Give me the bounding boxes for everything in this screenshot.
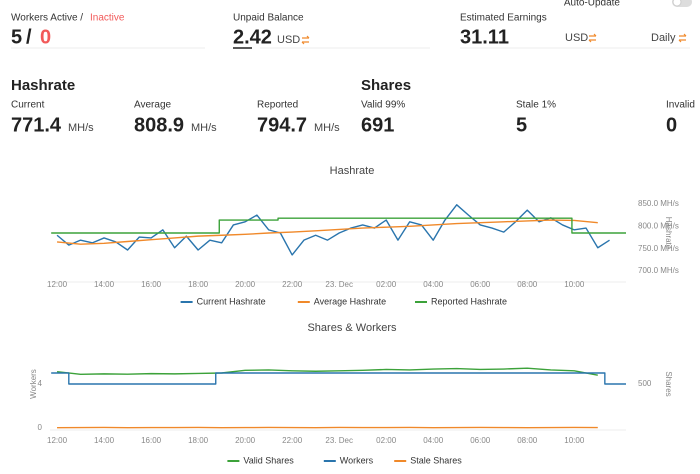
average-label: Average (134, 100, 172, 111)
balance-currency[interactable]: USD (277, 34, 300, 46)
invalid-label: Invalid (666, 100, 695, 111)
series-line (51, 217, 626, 234)
y2-tick-label: 700.0 MH/s (638, 266, 679, 275)
valid-label: Valid 99% (361, 100, 405, 111)
current-value: 771.4 (11, 114, 62, 136)
stale-value: 5 (516, 114, 527, 136)
series-line (51, 372, 626, 385)
x-tick-label: 18:00 (188, 280, 209, 289)
auto-update-label: Auto-Update (564, 0, 621, 9)
y2-axis-label: Shares (664, 371, 673, 396)
swap-icon[interactable] (678, 33, 687, 43)
workers-separator: / (26, 26, 32, 48)
legend-label: Reported Hashrate (431, 296, 507, 306)
invalid-value: 0 (666, 114, 677, 136)
x-tick-label: 20:00 (235, 280, 256, 289)
reported-label: Reported (257, 100, 298, 111)
x-tick-label: 12:00 (47, 280, 68, 289)
current-label: Current (11, 100, 45, 111)
workers-inactive: 0 (40, 26, 51, 48)
inactive-label: Inactive (90, 13, 125, 24)
y2-tick-label: 850.0 MH/s (638, 199, 679, 208)
y-tick-label: 0 (38, 423, 43, 432)
series-line (56, 204, 610, 256)
y2-tick-label: 750.0 MH/s (638, 244, 679, 253)
legend-label: Valid Shares (243, 455, 294, 465)
valid-value: 691 (361, 114, 394, 136)
x-tick-label: 08:00 (517, 436, 538, 445)
x-tick-label: 18:00 (188, 436, 209, 445)
x-tick-label: 16:00 (141, 436, 162, 445)
y-axis-label: Workers (29, 369, 38, 399)
x-tick-label: 10:00 (564, 280, 585, 289)
x-tick-label: 20:00 (235, 436, 256, 445)
x-tick-label: 06:00 (470, 280, 491, 289)
reported-unit: MH/s (314, 122, 340, 134)
shares-heading: Shares (361, 77, 411, 94)
x-tick-label: 04:00 (423, 280, 444, 289)
earnings-currency[interactable]: USD (565, 32, 588, 44)
swap-icon[interactable] (301, 35, 310, 45)
x-tick-label: 14:00 (94, 280, 115, 289)
legend-label: Workers (340, 455, 374, 465)
chart-title: Shares & Workers (307, 322, 397, 334)
chart-title: Hashrate (330, 165, 375, 177)
workers-active: 5 (11, 26, 22, 48)
legend-label: Stale Shares (410, 455, 462, 465)
x-tick-label: 16:00 (141, 280, 162, 289)
x-tick-label: 02:00 (376, 280, 397, 289)
swap-icon[interactable] (588, 33, 597, 43)
balance-value: 2.42 (233, 26, 272, 48)
x-tick-label: 14:00 (94, 436, 115, 445)
x-tick-label: 06:00 (470, 436, 491, 445)
x-tick-label: 02:00 (376, 436, 397, 445)
stale-label: Stale 1% (516, 100, 556, 111)
workers-label: Workers Active / (11, 13, 83, 24)
toggle-knob (672, 0, 682, 7)
y2-axis-label: Hashrate (664, 217, 673, 250)
y-tick-label: 4 (38, 379, 43, 388)
x-tick-label: 22:00 (282, 436, 303, 445)
x-tick-label: 23. Dec (325, 436, 353, 445)
earnings-period[interactable]: Daily (651, 32, 676, 44)
average-value: 808.9 (134, 114, 184, 136)
earnings-label: Estimated Earnings (460, 13, 547, 24)
x-tick-label: 04:00 (423, 436, 444, 445)
x-tick-label: 12:00 (47, 436, 68, 445)
average-unit: MH/s (191, 122, 217, 134)
hashrate-heading: Hashrate (11, 77, 75, 94)
balance-label: Unpaid Balance (233, 13, 304, 24)
legend-label: Average Hashrate (314, 296, 386, 306)
series-line (56, 219, 598, 245)
y2-tick-label: 500 (638, 379, 652, 388)
earnings-value: 31.11 (460, 26, 509, 48)
series-line (56, 367, 598, 376)
y2-tick-label: 800.0 MH/s (638, 221, 679, 230)
reported-value: 794.7 (257, 114, 307, 136)
x-tick-label: 22:00 (282, 280, 303, 289)
current-unit: MH/s (68, 122, 94, 134)
legend-label: Current Hashrate (197, 296, 266, 306)
x-tick-label: 23. Dec (325, 280, 353, 289)
x-tick-label: 10:00 (564, 436, 585, 445)
x-tick-label: 08:00 (517, 280, 538, 289)
